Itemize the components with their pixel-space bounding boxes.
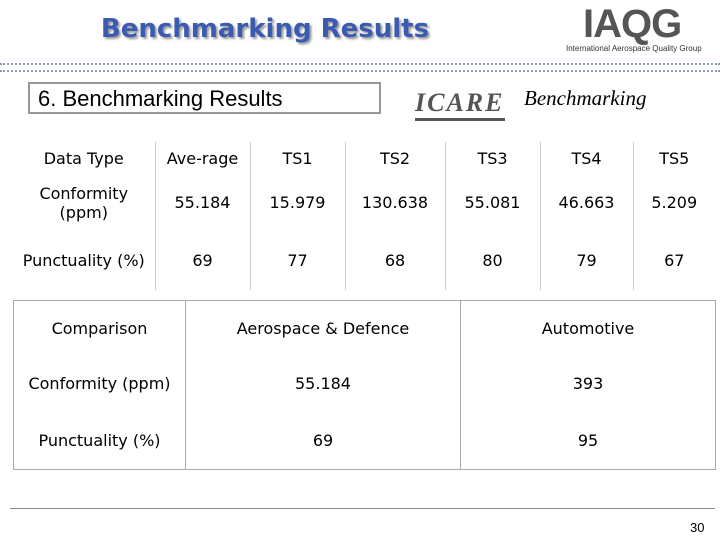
table-row: Data Type Ave-rage TS1 TS2 TS3 TS4 TS5 xyxy=(13,142,715,175)
table-cell: 393 xyxy=(460,355,716,412)
header-cell: TS4 xyxy=(539,142,633,175)
table-row: Comparison Aerospace & Defence Automotive xyxy=(13,300,716,356)
table-cell: 80 xyxy=(444,230,540,290)
table-cell: 55.184 xyxy=(185,355,461,412)
comparison-table: Comparison Aerospace & Defence Automotive C… xyxy=(13,300,716,470)
table-cell: 95 xyxy=(460,411,716,470)
table-cell: 67 xyxy=(632,230,715,290)
logo: IAQG xyxy=(583,2,682,46)
header-cell: TS1 xyxy=(249,142,345,175)
table-cell: 69 xyxy=(185,411,461,470)
table-row: Conformity (ppm) 55.184 393 xyxy=(13,355,716,412)
results-table: Data Type Ave-rage TS1 TS2 TS3 TS4 TS5 Conformi… xyxy=(13,142,715,290)
header-cell: Comparison xyxy=(13,300,186,356)
table-cell: 77 xyxy=(249,230,345,290)
table-row: Conformity (ppm) 55.184 15.979 130.638 55.08… xyxy=(13,175,715,230)
header-cell: TS5 xyxy=(632,142,715,175)
slide-title: Benchmarking Results xyxy=(100,14,430,44)
header-cell: Ave-rage xyxy=(154,142,250,175)
divider xyxy=(0,63,720,72)
footer-line xyxy=(10,508,715,509)
table-cell: Conformity (ppm) xyxy=(39,183,129,222)
header-cell: TS2 xyxy=(344,142,445,175)
icare-caption: Benchmarking xyxy=(524,86,647,110)
table-cell: 68 xyxy=(344,230,445,290)
header-cell: Aerospace & Defence xyxy=(185,300,461,356)
header-cell: Data Type xyxy=(43,149,124,168)
table-cell: 15.979 xyxy=(249,175,345,230)
table-cell: 5.209 xyxy=(632,175,715,230)
table-cell: 55.081 xyxy=(444,175,540,230)
table-row: Punctuality (%) 69 95 xyxy=(13,411,716,470)
table-cell: 79 xyxy=(539,230,633,290)
section-title: 6. Benchmarking Results xyxy=(28,82,381,114)
table-cell: 69 xyxy=(154,230,250,290)
header-cell: Automotive xyxy=(460,300,716,356)
table-cell: Punctuality (%) xyxy=(22,250,145,270)
logo-subtitle: International Aerospace Quality Group xyxy=(566,44,702,53)
page-number: 30 xyxy=(690,520,705,535)
header-cell: TS3 xyxy=(444,142,540,175)
table-cell: Conformity (ppm) xyxy=(13,355,186,412)
icare-logo: ICARE xyxy=(415,88,505,121)
table-cell: 55.184 xyxy=(154,175,250,230)
table-cell: Punctuality (%) xyxy=(13,411,186,470)
table-cell: 46.663 xyxy=(539,175,633,230)
table-row: Punctuality (%) 69 77 68 80 79 67 xyxy=(13,230,715,290)
table-cell: 130.638 xyxy=(344,175,445,230)
